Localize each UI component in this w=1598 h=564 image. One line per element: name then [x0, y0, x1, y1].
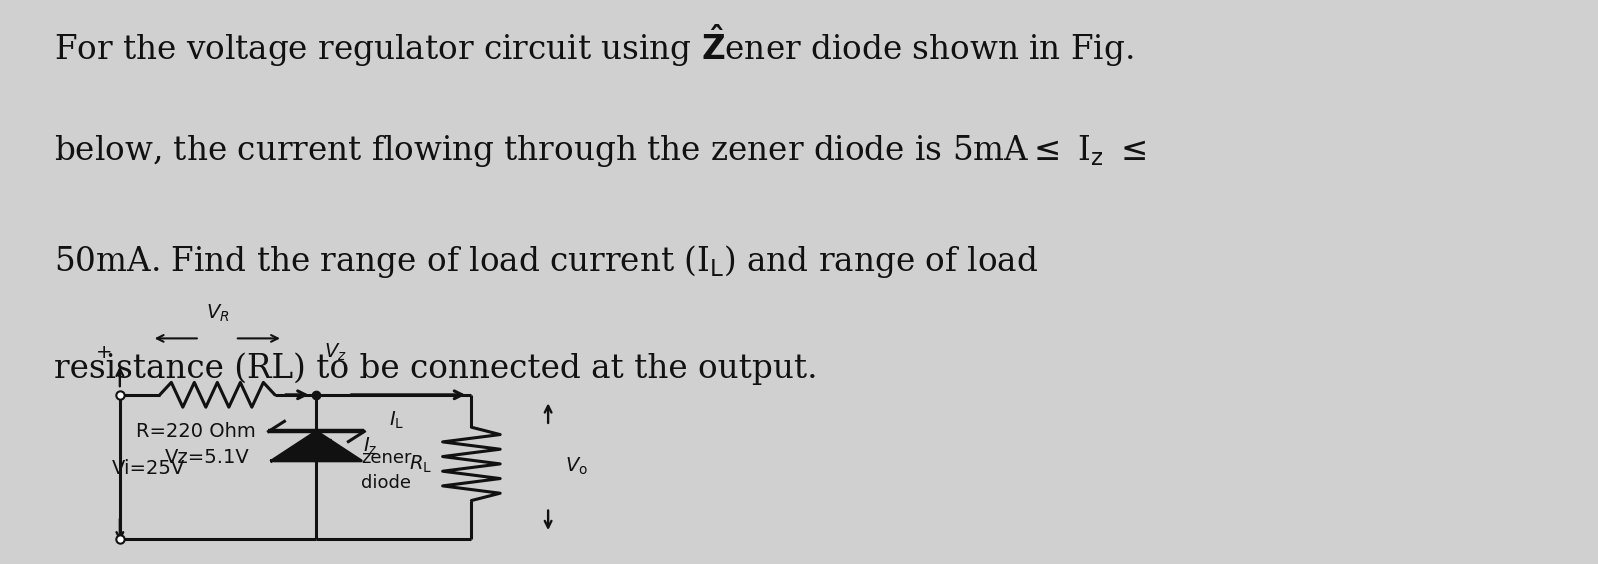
Text: $V_{\rm o}$: $V_{\rm o}$ [566, 456, 588, 477]
Text: 50mA. Find the range of load current (I$_{\rm L}$) and range of load: 50mA. Find the range of load current (I$… [54, 243, 1039, 280]
Text: $I_{\rm z}$: $I_{\rm z}$ [363, 435, 377, 457]
Text: $I_{\rm L}$: $I_{\rm L}$ [388, 409, 404, 431]
Text: $R_{\rm L}$: $R_{\rm L}$ [409, 453, 431, 474]
Text: zener: zener [361, 449, 412, 467]
Text: resistance (RL) to be connected at the output.: resistance (RL) to be connected at the o… [54, 352, 818, 385]
Text: $V_R$: $V_R$ [206, 302, 229, 324]
Text: below, the current flowing through the zener diode is 5mA$\leq$ I$_{\rm z}$ $\le: below, the current flowing through the z… [54, 133, 1147, 169]
Text: Vi=25V: Vi=25V [112, 459, 185, 478]
Text: +: + [96, 343, 112, 362]
Text: R=220 Ohm: R=220 Ohm [136, 422, 256, 441]
Text: For the voltage regulator circuit using $\mathbf{\hat{Z}}$ener diode shown in Fi: For the voltage regulator circuit using … [54, 23, 1135, 69]
Text: diode: diode [361, 474, 411, 492]
Polygon shape [272, 431, 361, 461]
Text: $V_z$: $V_z$ [324, 342, 347, 363]
Text: Vz=5.1V: Vz=5.1V [165, 448, 249, 467]
